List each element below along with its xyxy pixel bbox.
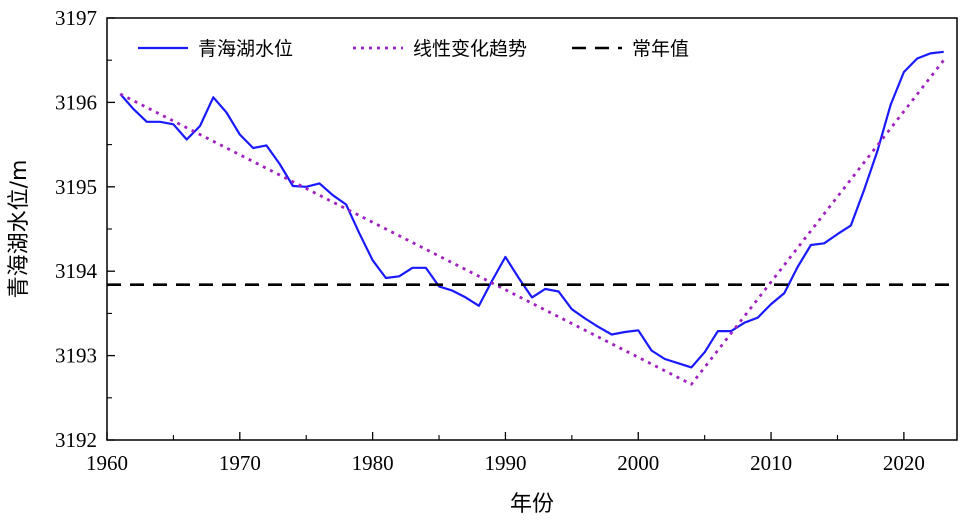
y-tick-label: 3192 xyxy=(55,428,97,452)
y-tick-label: 3195 xyxy=(55,175,97,199)
water-level-line xyxy=(119,50,944,369)
x-tick-label: 1980 xyxy=(352,451,394,475)
series-layer xyxy=(107,50,957,386)
x-tick-label: 1990 xyxy=(484,451,526,475)
y-tick-label: 3196 xyxy=(55,90,97,114)
legend: 青海湖水位 线性变化趋势 常年值 xyxy=(138,38,689,60)
linear-trend-line xyxy=(119,59,945,386)
x-tick-label: 1970 xyxy=(219,451,261,475)
x-tick-label: 2010 xyxy=(750,451,792,475)
axis-ticks: 1960 1970 1980 1990 2000 2010 2020 3192 3193 3194… xyxy=(55,6,925,475)
x-tick-label: 2000 xyxy=(617,451,659,475)
x-tick-label: 1960 xyxy=(86,451,128,475)
legend-label: 线性变化趋势 xyxy=(413,38,527,60)
y-tick-label: 3193 xyxy=(55,344,97,368)
x-axis-title: 年份 xyxy=(510,492,554,517)
x-tick-label: 2020 xyxy=(883,451,925,475)
y-tick-label: 3194 xyxy=(55,259,98,283)
plot-frame xyxy=(106,17,958,441)
y-tick-label: 3197 xyxy=(55,6,97,30)
legend-label: 常年值 xyxy=(632,38,689,60)
legend-label: 青海湖水位 xyxy=(198,38,293,60)
y-axis-title: 青海湖水位/m xyxy=(7,160,32,299)
